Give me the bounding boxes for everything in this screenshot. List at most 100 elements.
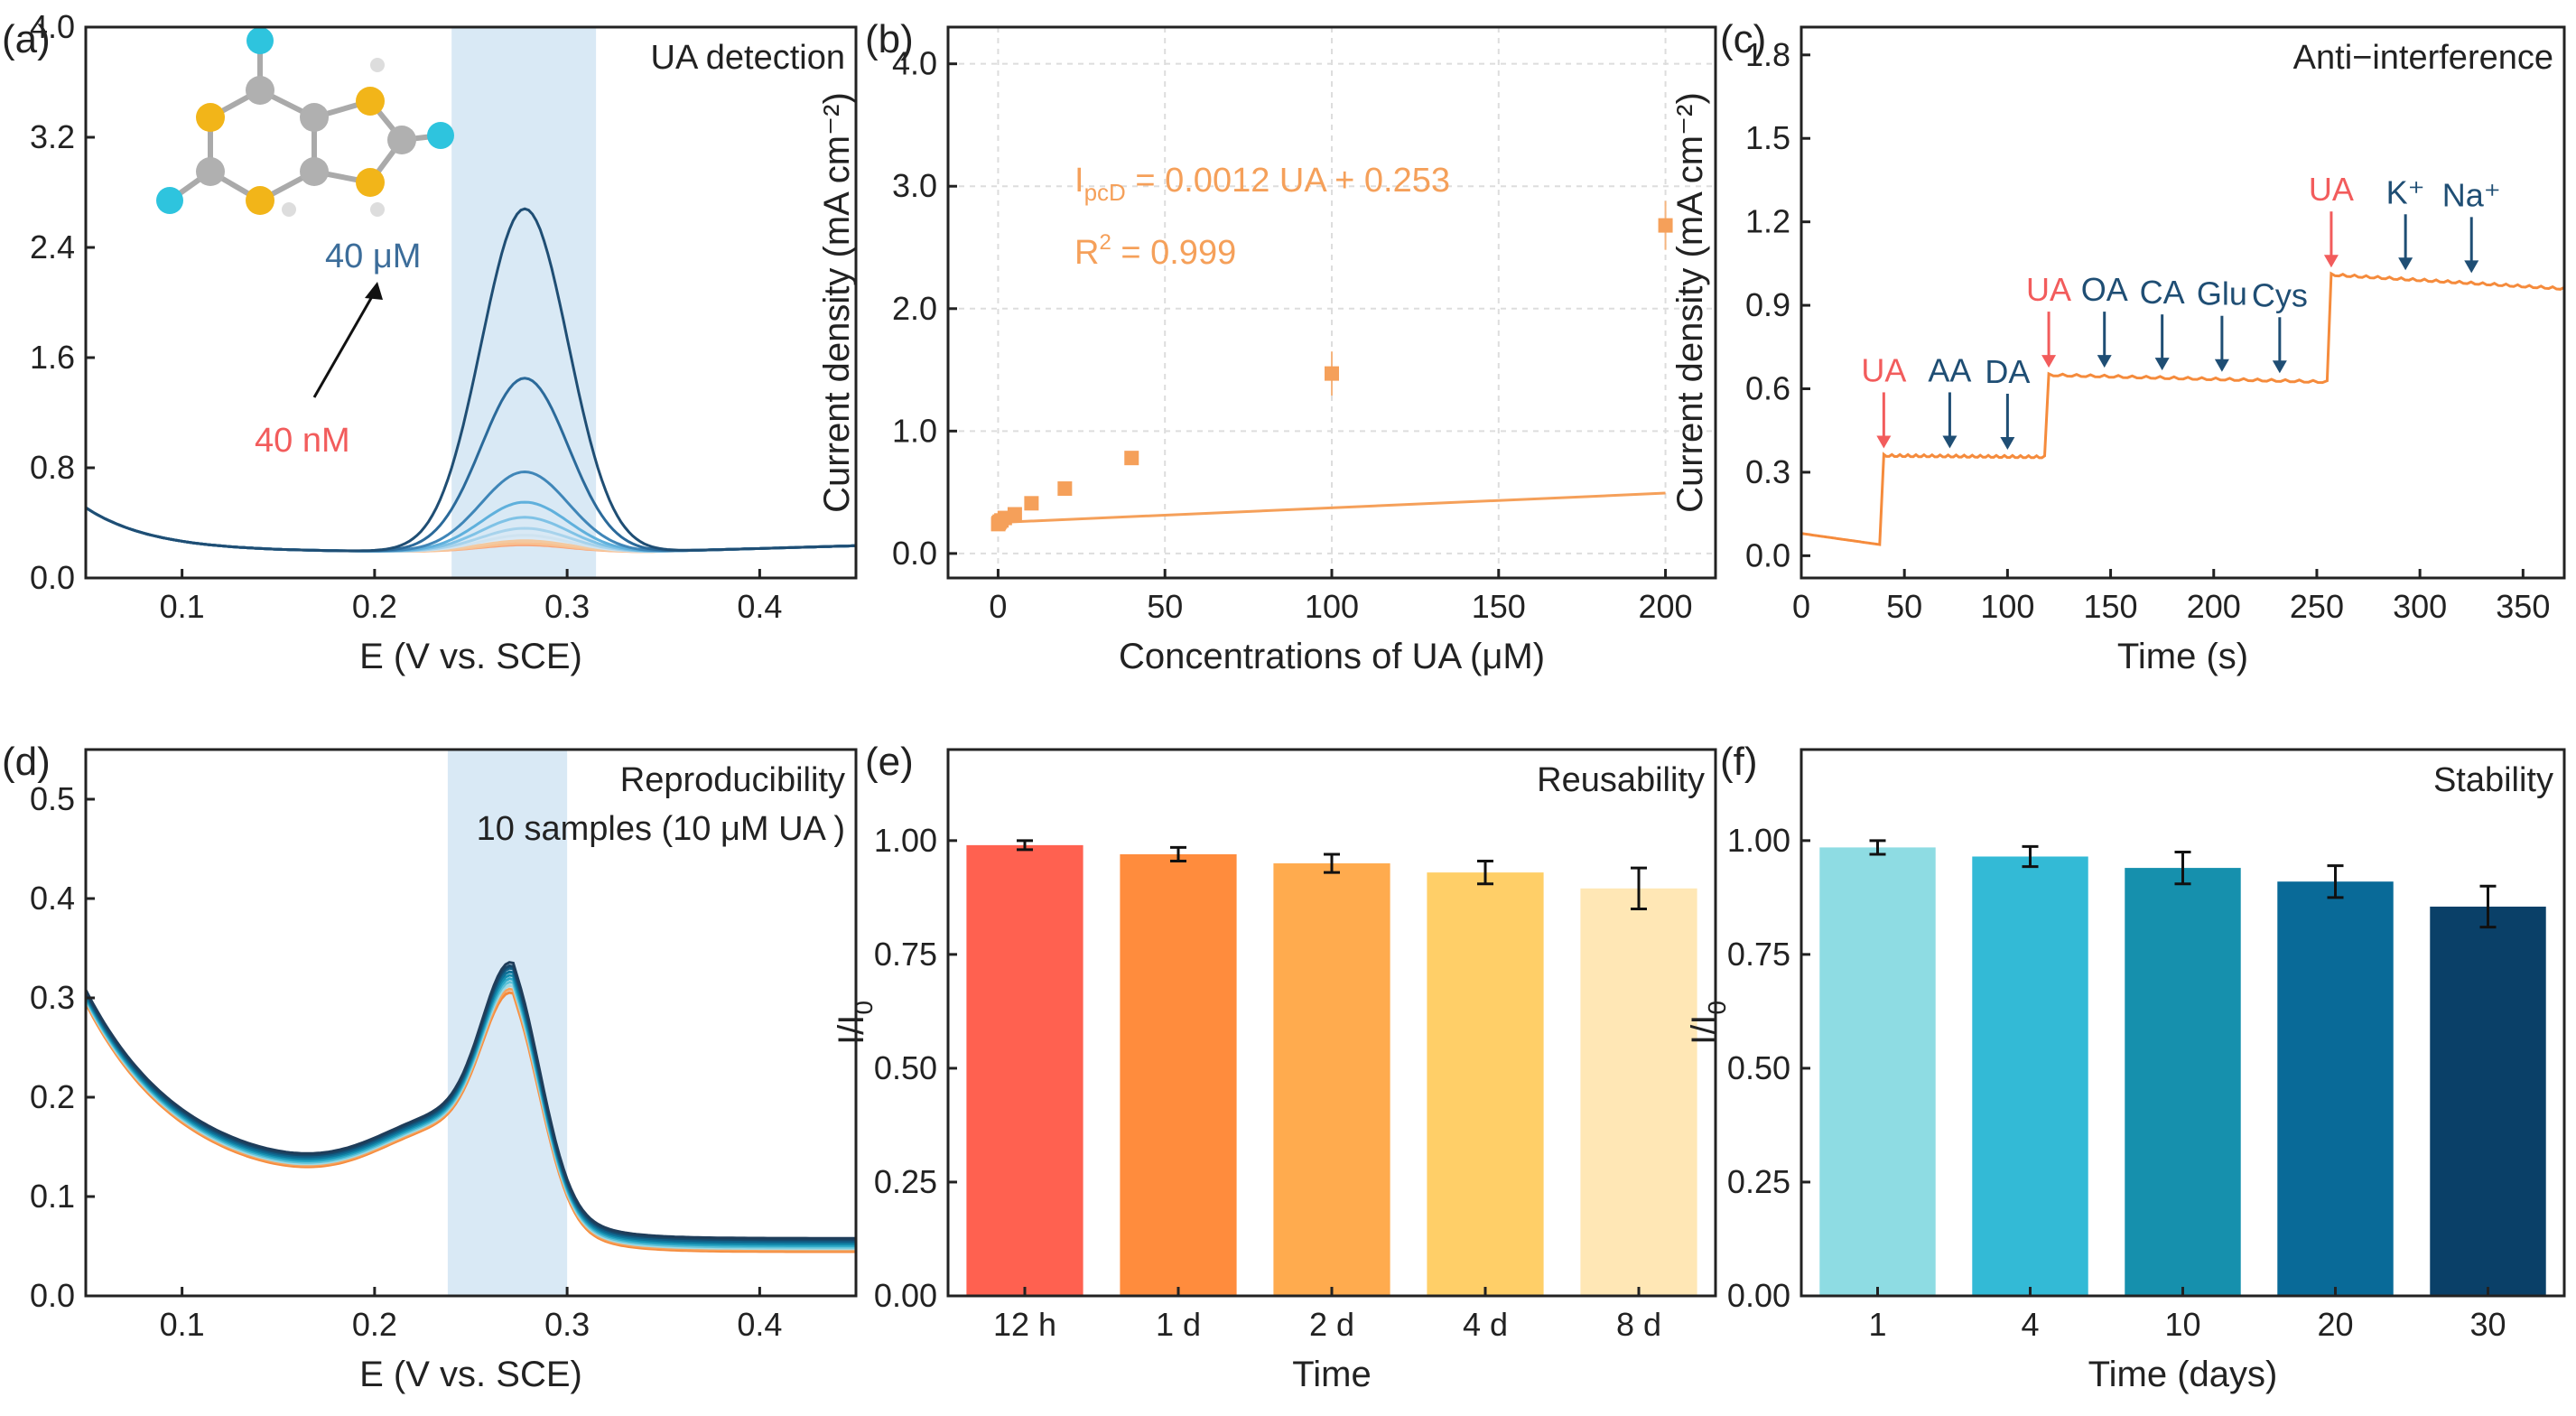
panel-e-ytick-label: 0.50 xyxy=(874,1049,937,1086)
panel-e-ytick-label: 1.00 xyxy=(874,822,937,859)
panel-f-category-label: 1 xyxy=(1868,1306,1886,1343)
panel-a-label-low: 40 nM xyxy=(255,422,350,460)
panel-c-trace xyxy=(1800,271,2565,546)
r2-superscript: 2 xyxy=(1099,230,1111,255)
panel-c-event-label: CA xyxy=(2140,274,2185,311)
panel-a-xtick-label: 0.4 xyxy=(737,588,782,625)
panel-a-ytick-label: 1.6 xyxy=(30,339,75,376)
panel-d-frame xyxy=(84,748,858,1298)
panel-c-xlabel: Time (s) xyxy=(2117,637,2248,676)
panel-c-event-arrowhead xyxy=(2272,360,2287,374)
panel-d-highlight xyxy=(447,750,568,1296)
panel-f-category-label: 30 xyxy=(2469,1306,2506,1343)
ylabel-sub: 0 xyxy=(850,1001,878,1015)
panel-b-point xyxy=(1024,496,1039,511)
panel-c-event-label: Na⁺ xyxy=(2442,176,2501,213)
panel-d-xtick-label: 0.4 xyxy=(737,1306,782,1343)
panel-a-arrowhead xyxy=(365,282,383,300)
panel-d-xtick-label: 0.1 xyxy=(160,1306,205,1343)
eq-subscript: pcD xyxy=(1084,179,1126,206)
panel-b-ylabel: Current density (mA cm⁻²) xyxy=(817,92,857,513)
panel-c-ytick-label: 0.6 xyxy=(1745,370,1790,407)
panel-c-ytick-label: 1.5 xyxy=(1745,119,1790,156)
panel-c-event-arrowhead xyxy=(2000,436,2015,450)
r2-rest: = 0.999 xyxy=(1111,234,1236,272)
eq-prefix: I xyxy=(1074,162,1084,200)
panel-b-point xyxy=(1007,507,1022,522)
panel-a-chart: 40 μM 40 nM xyxy=(85,27,857,578)
panel-f-ytick-label: 1.00 xyxy=(1727,822,1790,859)
panel-b-chart: IpcD = 0.0012 UA + 0.253 R2 = 0.999 xyxy=(948,27,1716,578)
panel-label-d: (d) xyxy=(2,740,51,784)
panel-a-highlight xyxy=(451,27,597,578)
panel-a-title: UA detection xyxy=(651,39,845,77)
panel-d-curve xyxy=(84,961,856,1240)
panel-e-ytick-label: 0.75 xyxy=(874,936,937,973)
panel-e-ytick-label: 0.00 xyxy=(874,1277,937,1314)
panel-e-xlabel: Time xyxy=(1292,1355,1371,1394)
panel-d-title: Reproducibility xyxy=(620,761,845,799)
eq-rest: = 0.0012 UA + 0.253 xyxy=(1126,162,1450,200)
panel-e-bar xyxy=(966,844,1083,1296)
panel-c-frame xyxy=(1799,25,2566,580)
panel-e-category-label: 2 d xyxy=(1309,1306,1354,1343)
panel-a-ytick-label: 0.0 xyxy=(30,559,75,596)
panel-f-chart xyxy=(1819,839,2546,1296)
panel-f-xlabel: Time (days) xyxy=(2088,1355,2278,1394)
panel-b-xtick-label: 150 xyxy=(1472,588,1526,625)
panel-label-b: (b) xyxy=(865,17,914,61)
panel-e-bar xyxy=(1120,853,1237,1296)
panel-e-ytick-label: 0.25 xyxy=(874,1163,937,1200)
panel-a-xtick-label: 0.3 xyxy=(544,588,590,625)
panel-b-xtick-label: 100 xyxy=(1305,588,1359,625)
panel-a-xtick-label: 0.2 xyxy=(352,588,397,625)
molecule-structure-icon xyxy=(156,27,454,217)
panel-d-xtick-label: 0.3 xyxy=(544,1306,590,1343)
panel-e-bar xyxy=(1427,872,1544,1296)
panel-a-frame xyxy=(84,25,858,580)
panel-b-xtick-label: 0 xyxy=(989,588,1007,625)
panel-d-ytick-label: 0.5 xyxy=(30,780,75,817)
panel-d-xlabel: E (V vs. SCE) xyxy=(359,1355,582,1394)
panel-label-f: (f) xyxy=(1720,740,1758,784)
panel-e-category-label: 12 h xyxy=(993,1306,1056,1343)
panel-c-event-label: DA xyxy=(1985,353,2030,390)
panel-f-bar xyxy=(1972,856,2088,1296)
panel-c-event-label: UA xyxy=(1861,351,1906,388)
panel-b-ytick-label: 0.0 xyxy=(892,535,937,572)
panel-c-ytick-label: 0.0 xyxy=(1745,536,1790,573)
panel-c-event-arrowhead xyxy=(2097,355,2112,368)
ylabel-main: I/I xyxy=(832,1015,871,1045)
panel-b-equation: IpcD = 0.0012 UA + 0.253 xyxy=(1074,162,1450,206)
panel-f-ytick-label: 0.75 xyxy=(1727,936,1790,973)
panel-f-ylabel: I/I0 xyxy=(1685,1001,1731,1045)
panel-c-ytick-label: 1.8 xyxy=(1745,36,1790,73)
panel-f-category-label: 20 xyxy=(2317,1306,2353,1343)
panel-c-event-arrowhead xyxy=(1876,435,1892,449)
panel-b-point xyxy=(1124,451,1139,466)
panel-a-ytick-label: 0.8 xyxy=(30,449,75,486)
panel-f-bar xyxy=(2430,906,2546,1296)
panel-d-xtick-label: 0.2 xyxy=(352,1306,397,1343)
panel-c-xtick-label: 100 xyxy=(1980,588,2034,625)
panel-c-ytick-label: 0.3 xyxy=(1745,453,1790,490)
panel-f-bar xyxy=(2125,868,2241,1296)
panel-c-xtick-label: 300 xyxy=(2393,588,2447,625)
panel-b-point xyxy=(1658,218,1673,233)
panel-label-e: (e) xyxy=(865,740,914,784)
panel-c-event-label: OA xyxy=(2081,271,2128,308)
panel-e-category-label: 4 d xyxy=(1463,1306,1508,1343)
panel-f-ytick-label: 0.25 xyxy=(1727,1163,1790,1200)
panel-c-ylabel: Current density (mA cm⁻²) xyxy=(1670,92,1710,513)
ylabel-main: I/I xyxy=(1685,1015,1725,1045)
panel-f-category-label: 10 xyxy=(2164,1306,2200,1343)
panel-e-category-label: 1 d xyxy=(1156,1306,1201,1343)
panel-e-title: Reusability xyxy=(1537,761,1705,799)
panel-c-event-label: Cys xyxy=(2252,276,2308,313)
panel-e-frame xyxy=(946,748,1717,1298)
panel-d-ytick-label: 0.3 xyxy=(30,979,75,1016)
panel-a-ytick-label: 4.0 xyxy=(30,8,75,45)
panel-b-point xyxy=(1325,366,1339,381)
panel-c-event-arrowhead xyxy=(2041,355,2057,368)
